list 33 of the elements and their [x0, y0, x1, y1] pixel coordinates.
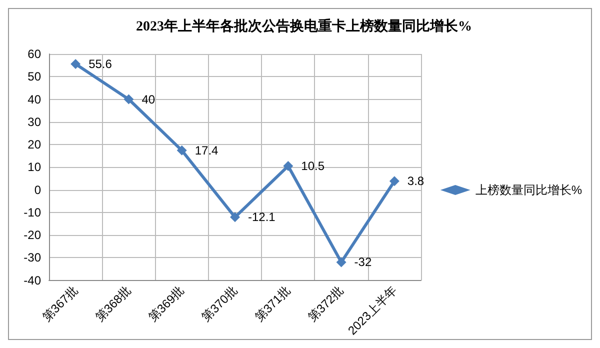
- y-tick-label: 50: [28, 70, 42, 84]
- chart-title: 2023年上半年各批次公告换电重卡上榜数量同比增长%: [136, 18, 472, 34]
- y-tick-label: 10: [28, 160, 42, 174]
- y-tick-label: 20: [28, 138, 42, 152]
- data-label: 3.8: [407, 174, 424, 188]
- y-tick-label: 40: [28, 92, 42, 106]
- data-label: 55.6: [88, 56, 112, 71]
- data-label: 10.5: [301, 159, 325, 174]
- x-tick-label: 第369批: [146, 283, 187, 324]
- point: [389, 176, 400, 186]
- y-tick-label: 0: [34, 182, 42, 197]
- x-tick-label: 第367批: [40, 283, 81, 324]
- point: [230, 212, 240, 222]
- data-label: -12.1: [248, 210, 276, 224]
- point: [124, 94, 134, 104]
- point: [70, 58, 81, 69]
- data-label: 17.4: [194, 143, 219, 158]
- x-tick-label: 第371批: [252, 283, 294, 324]
- x-tick-label: 第368批: [92, 283, 134, 324]
- legend-label: 上榜数量同比增长%: [475, 183, 582, 197]
- point: [176, 145, 187, 156]
- y-tick-label: -10: [24, 205, 42, 220]
- point: [283, 161, 294, 172]
- y-tick-label: -30: [24, 250, 42, 265]
- data-label: -32: [354, 255, 372, 270]
- point: [336, 257, 346, 268]
- y-tick-label: 30: [28, 114, 42, 129]
- data-label: 40: [142, 92, 156, 106]
- y-tick-label: -40: [24, 273, 42, 288]
- y-tick-label: 60: [28, 47, 42, 61]
- y-tick-label: -20: [24, 228, 42, 242]
- x-tick-label: 第372批: [305, 283, 346, 324]
- x-tick-label: 第370批: [198, 283, 240, 324]
